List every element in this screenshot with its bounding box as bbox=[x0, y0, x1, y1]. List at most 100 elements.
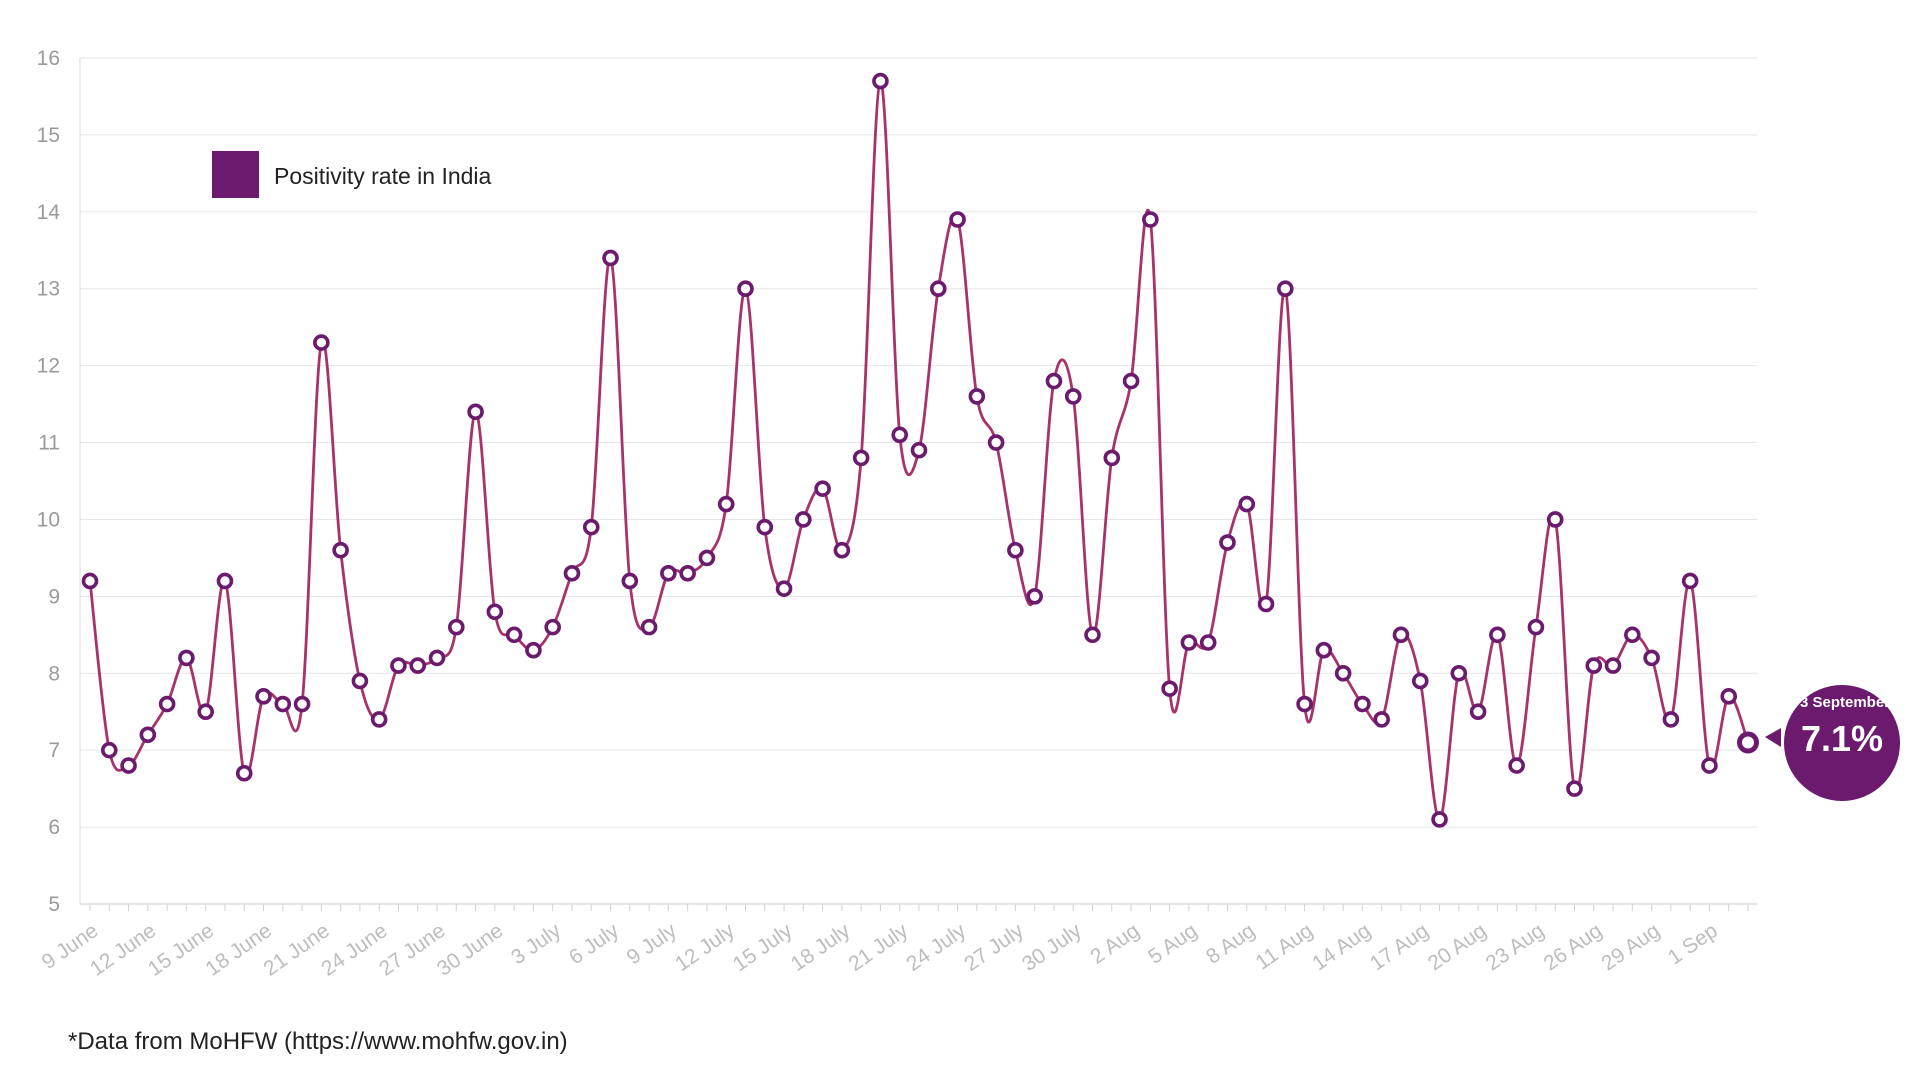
data-point bbox=[1527, 618, 1545, 636]
data-point bbox=[1411, 672, 1429, 690]
data-point bbox=[139, 726, 157, 744]
data-point bbox=[486, 603, 504, 621]
data-point bbox=[1546, 511, 1564, 528]
data-point bbox=[852, 449, 870, 467]
data-point bbox=[1219, 534, 1236, 551]
data-point bbox=[370, 711, 388, 728]
legend-label: Positivity rate in India bbox=[274, 163, 492, 189]
x-tick-label: 27 June bbox=[375, 919, 449, 981]
data-point bbox=[602, 249, 619, 267]
data-point bbox=[737, 280, 754, 298]
x-tick-label: 18 June bbox=[202, 919, 276, 981]
x-tick-label: 11 Aug bbox=[1252, 919, 1317, 974]
data-point bbox=[1681, 572, 1699, 590]
data-point bbox=[891, 426, 909, 444]
data-point bbox=[274, 695, 292, 713]
data-point bbox=[1489, 626, 1506, 644]
x-tick-label: 12 June bbox=[86, 919, 160, 981]
data-point bbox=[1643, 649, 1660, 667]
data-point bbox=[1508, 757, 1525, 774]
data-point bbox=[428, 649, 446, 667]
data-point bbox=[1450, 664, 1468, 682]
x-tick-label: 29 Aug bbox=[1597, 919, 1664, 975]
data-point bbox=[987, 434, 1005, 451]
callout-badge bbox=[1784, 685, 1900, 801]
x-tick-label: 30 July bbox=[1018, 919, 1086, 976]
data-point bbox=[1257, 595, 1275, 613]
data-point bbox=[1604, 657, 1622, 674]
data-point bbox=[756, 518, 774, 536]
grid-lines bbox=[80, 57, 1757, 905]
x-tick-label: 21 June bbox=[259, 919, 333, 981]
x-tick-label: 24 June bbox=[317, 919, 391, 981]
y-tick-label: 13 bbox=[37, 278, 60, 301]
y-tick-label: 12 bbox=[37, 355, 60, 378]
x-tick-label: 8 Aug bbox=[1202, 919, 1259, 969]
data-point bbox=[1103, 449, 1121, 467]
data-point bbox=[698, 549, 716, 567]
data-point bbox=[1720, 688, 1738, 705]
data-point bbox=[1624, 626, 1641, 644]
data-point bbox=[640, 618, 658, 636]
x-tick-label: 1 Sep bbox=[1664, 919, 1722, 969]
x-tick-label: 6 July bbox=[565, 919, 624, 970]
x-tick-label: 15 July bbox=[729, 919, 797, 976]
x-tick-label: 20 Aug bbox=[1424, 919, 1491, 975]
data-point bbox=[795, 511, 812, 528]
data-point bbox=[949, 211, 966, 228]
x-tick-label: 14 Aug bbox=[1308, 919, 1375, 975]
data-point bbox=[1122, 372, 1140, 390]
data-point bbox=[505, 626, 523, 644]
y-tick-label: 10 bbox=[37, 508, 60, 531]
data-point bbox=[1566, 780, 1583, 797]
data-point bbox=[178, 649, 195, 667]
data-point bbox=[717, 495, 735, 513]
data-point bbox=[1662, 711, 1680, 728]
x-tick-label: 5 Aug bbox=[1144, 919, 1201, 969]
callout-pointer bbox=[1765, 728, 1781, 747]
data-point bbox=[1045, 372, 1063, 390]
data-point bbox=[235, 764, 253, 782]
data-point bbox=[814, 480, 831, 497]
data-point bbox=[582, 518, 600, 536]
data-point bbox=[1296, 695, 1313, 713]
series-positivity-rate bbox=[81, 72, 1759, 828]
callout-value: 7.1% bbox=[1801, 718, 1883, 759]
x-tick-label: 12 July bbox=[671, 919, 739, 976]
data-point bbox=[1334, 664, 1352, 682]
callout-date: 3 September bbox=[1800, 694, 1890, 711]
y-tick-label: 7 bbox=[48, 739, 60, 762]
y-tick-label: 15 bbox=[37, 124, 60, 147]
y-axis: 5 6 7 8 9 10 11 12 13 14 15 16 bbox=[37, 47, 81, 916]
data-point bbox=[120, 757, 137, 774]
data-point bbox=[1431, 811, 1448, 828]
data-point bbox=[1277, 280, 1294, 298]
data-point bbox=[1064, 388, 1082, 405]
latest-value-callout: 3 September 7.1% bbox=[1765, 685, 1900, 801]
data-point bbox=[910, 441, 928, 459]
y-tick-label: 5 bbox=[48, 893, 60, 916]
data-point bbox=[100, 741, 118, 759]
x-tick-label: 27 July bbox=[960, 919, 1028, 976]
y-tick-label: 8 bbox=[48, 662, 60, 685]
data-point bbox=[1026, 588, 1043, 605]
data-point bbox=[390, 657, 407, 674]
data-point bbox=[81, 572, 99, 590]
data-point bbox=[929, 280, 947, 298]
y-tick-label: 16 bbox=[37, 47, 60, 70]
data-point bbox=[1585, 657, 1603, 674]
x-tick-label: 18 July bbox=[787, 919, 855, 976]
legend: Positivity rate in India bbox=[212, 151, 492, 198]
data-point bbox=[621, 572, 639, 590]
data-point bbox=[968, 388, 986, 405]
data-point bbox=[1315, 641, 1333, 659]
data-point bbox=[467, 403, 484, 421]
data-point bbox=[216, 572, 234, 590]
x-tick-label: 26 Aug bbox=[1540, 919, 1607, 975]
data-point bbox=[1373, 711, 1390, 728]
data-point bbox=[332, 541, 349, 559]
x-tick-label: 15 June bbox=[144, 919, 218, 981]
x-tick-label: 17 Aug bbox=[1366, 919, 1433, 975]
source-note: *Data from MoHFW (https://www.mohfw.gov.… bbox=[68, 1028, 568, 1055]
